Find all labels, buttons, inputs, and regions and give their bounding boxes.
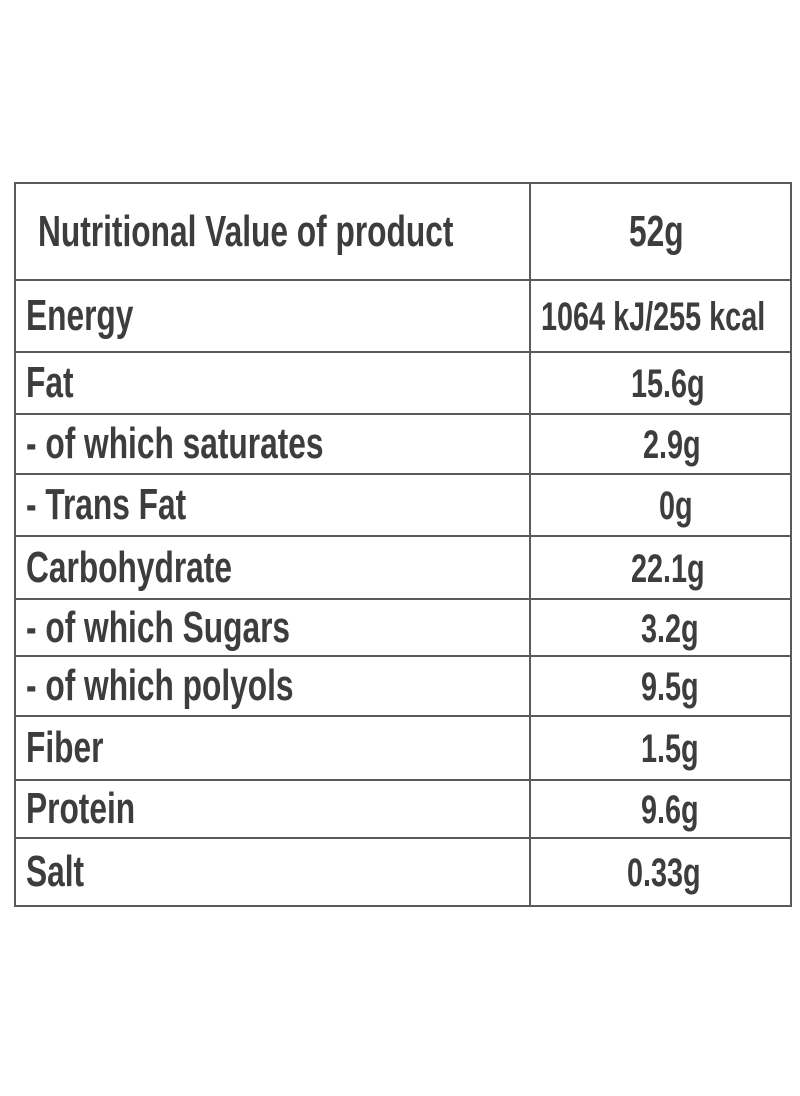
row-label: Fiber	[26, 723, 104, 772]
table-row: Carbohydrate 22.1g	[14, 535, 792, 600]
table-row: Protein 9.6g	[14, 779, 792, 839]
row-value: 22.1g	[631, 546, 705, 591]
row-value: 1.5g	[641, 727, 699, 771]
row-value: 15.6g	[631, 362, 705, 406]
row-value-cell: 15.6g	[529, 351, 792, 415]
header-value: 52g	[629, 206, 684, 256]
row-value: 0g	[659, 484, 693, 528]
table-row: - Trans Fat 0g	[14, 473, 792, 537]
row-label: - of which saturates	[26, 419, 324, 468]
row-label: Fat	[26, 358, 74, 407]
table-row: Energy 1064 kJ/255 kcal	[14, 279, 792, 353]
table-row: - of which saturates 2.9g	[14, 413, 792, 475]
row-value-cell: 3.2g	[529, 598, 792, 657]
row-value-cell: 0.33g	[529, 837, 792, 907]
row-label: Carbohydrate	[26, 542, 232, 592]
row-label-cell: - of which polyols	[14, 655, 531, 717]
row-label: Energy	[26, 291, 134, 340]
row-value: 1064 kJ/255 kcal	[541, 295, 766, 339]
row-label-cell: Carbohydrate	[14, 535, 531, 600]
row-value-cell: 1.5g	[529, 715, 792, 781]
table-row: Fiber 1.5g	[14, 715, 792, 781]
row-label: - Trans Fat	[26, 480, 187, 529]
table-header-row: Nutritional Value of product 52g	[14, 182, 792, 281]
table-row: - of which polyols 9.5g	[14, 655, 792, 717]
row-value: 9.6g	[641, 788, 699, 832]
row-value-cell: 2.9g	[529, 413, 792, 475]
row-value-cell: 1064 kJ/255 kcal	[529, 279, 792, 353]
header-value-cell: 52g	[529, 182, 792, 281]
row-value-cell: 22.1g	[529, 535, 792, 600]
row-label-cell: Energy	[14, 279, 531, 353]
row-label-cell: - of which Sugars	[14, 598, 531, 657]
row-label-cell: Salt	[14, 837, 531, 907]
table-row: - of which Sugars 3.2g	[14, 598, 792, 657]
row-value-cell: 9.6g	[529, 779, 792, 839]
row-value: 0.33g	[627, 851, 701, 895]
row-value: 3.2g	[641, 606, 699, 651]
row-value-cell: 0g	[529, 473, 792, 537]
row-label-cell: Protein	[14, 779, 531, 839]
row-label-cell: Fiber	[14, 715, 531, 781]
header-label-cell: Nutritional Value of product	[14, 182, 531, 281]
row-label: Protein	[26, 784, 136, 833]
row-label-cell: - Trans Fat	[14, 473, 531, 537]
row-label: Salt	[26, 847, 85, 896]
row-label: - of which polyols	[26, 661, 294, 710]
row-label: - of which Sugars	[26, 602, 291, 652]
table-row: Salt 0.33g	[14, 837, 792, 907]
row-label-cell: - of which saturates	[14, 413, 531, 475]
table-row: Fat 15.6g	[14, 351, 792, 415]
row-label-cell: Fat	[14, 351, 531, 415]
header-label: Nutritional Value of product	[38, 206, 454, 256]
row-value: 2.9g	[643, 423, 701, 467]
row-value: 9.5g	[641, 665, 699, 709]
row-value-cell: 9.5g	[529, 655, 792, 717]
nutrition-table: Nutritional Value of product 52g Energy …	[14, 182, 792, 907]
